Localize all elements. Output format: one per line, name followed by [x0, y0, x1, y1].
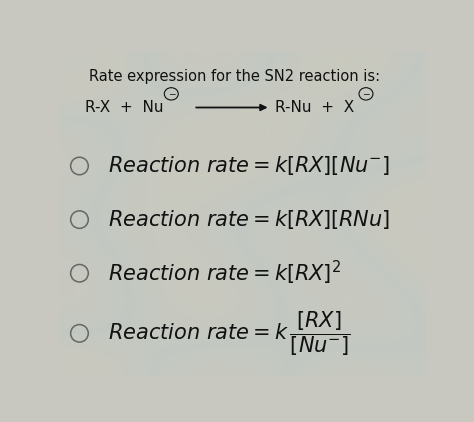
- Text: R-X  +  Nu: R-X + Nu: [85, 100, 164, 115]
- Text: −: −: [362, 89, 370, 98]
- Text: $\mathit{Reaction\ rate} = k[RX][Nu^{-}]$: $\mathit{Reaction\ rate} = k[RX][Nu^{-}]…: [109, 154, 391, 178]
- Text: $\mathit{Reaction\ rate} = k[RX]^{2}$: $\mathit{Reaction\ rate} = k[RX]^{2}$: [109, 259, 342, 287]
- Text: $\mathit{Reaction\ rate} = k\,\dfrac{[RX]}{[Nu^{-}]}$: $\mathit{Reaction\ rate} = k\,\dfrac{[RX…: [109, 309, 351, 357]
- Text: R-Nu  +  X: R-Nu + X: [275, 100, 355, 115]
- Text: $\mathit{Reaction\ rate} = k[RX][RNu]$: $\mathit{Reaction\ rate} = k[RX][RNu]$: [109, 208, 391, 231]
- Text: −: −: [167, 89, 175, 98]
- Text: Rate expression for the SN2 reaction is:: Rate expression for the SN2 reaction is:: [89, 68, 380, 84]
